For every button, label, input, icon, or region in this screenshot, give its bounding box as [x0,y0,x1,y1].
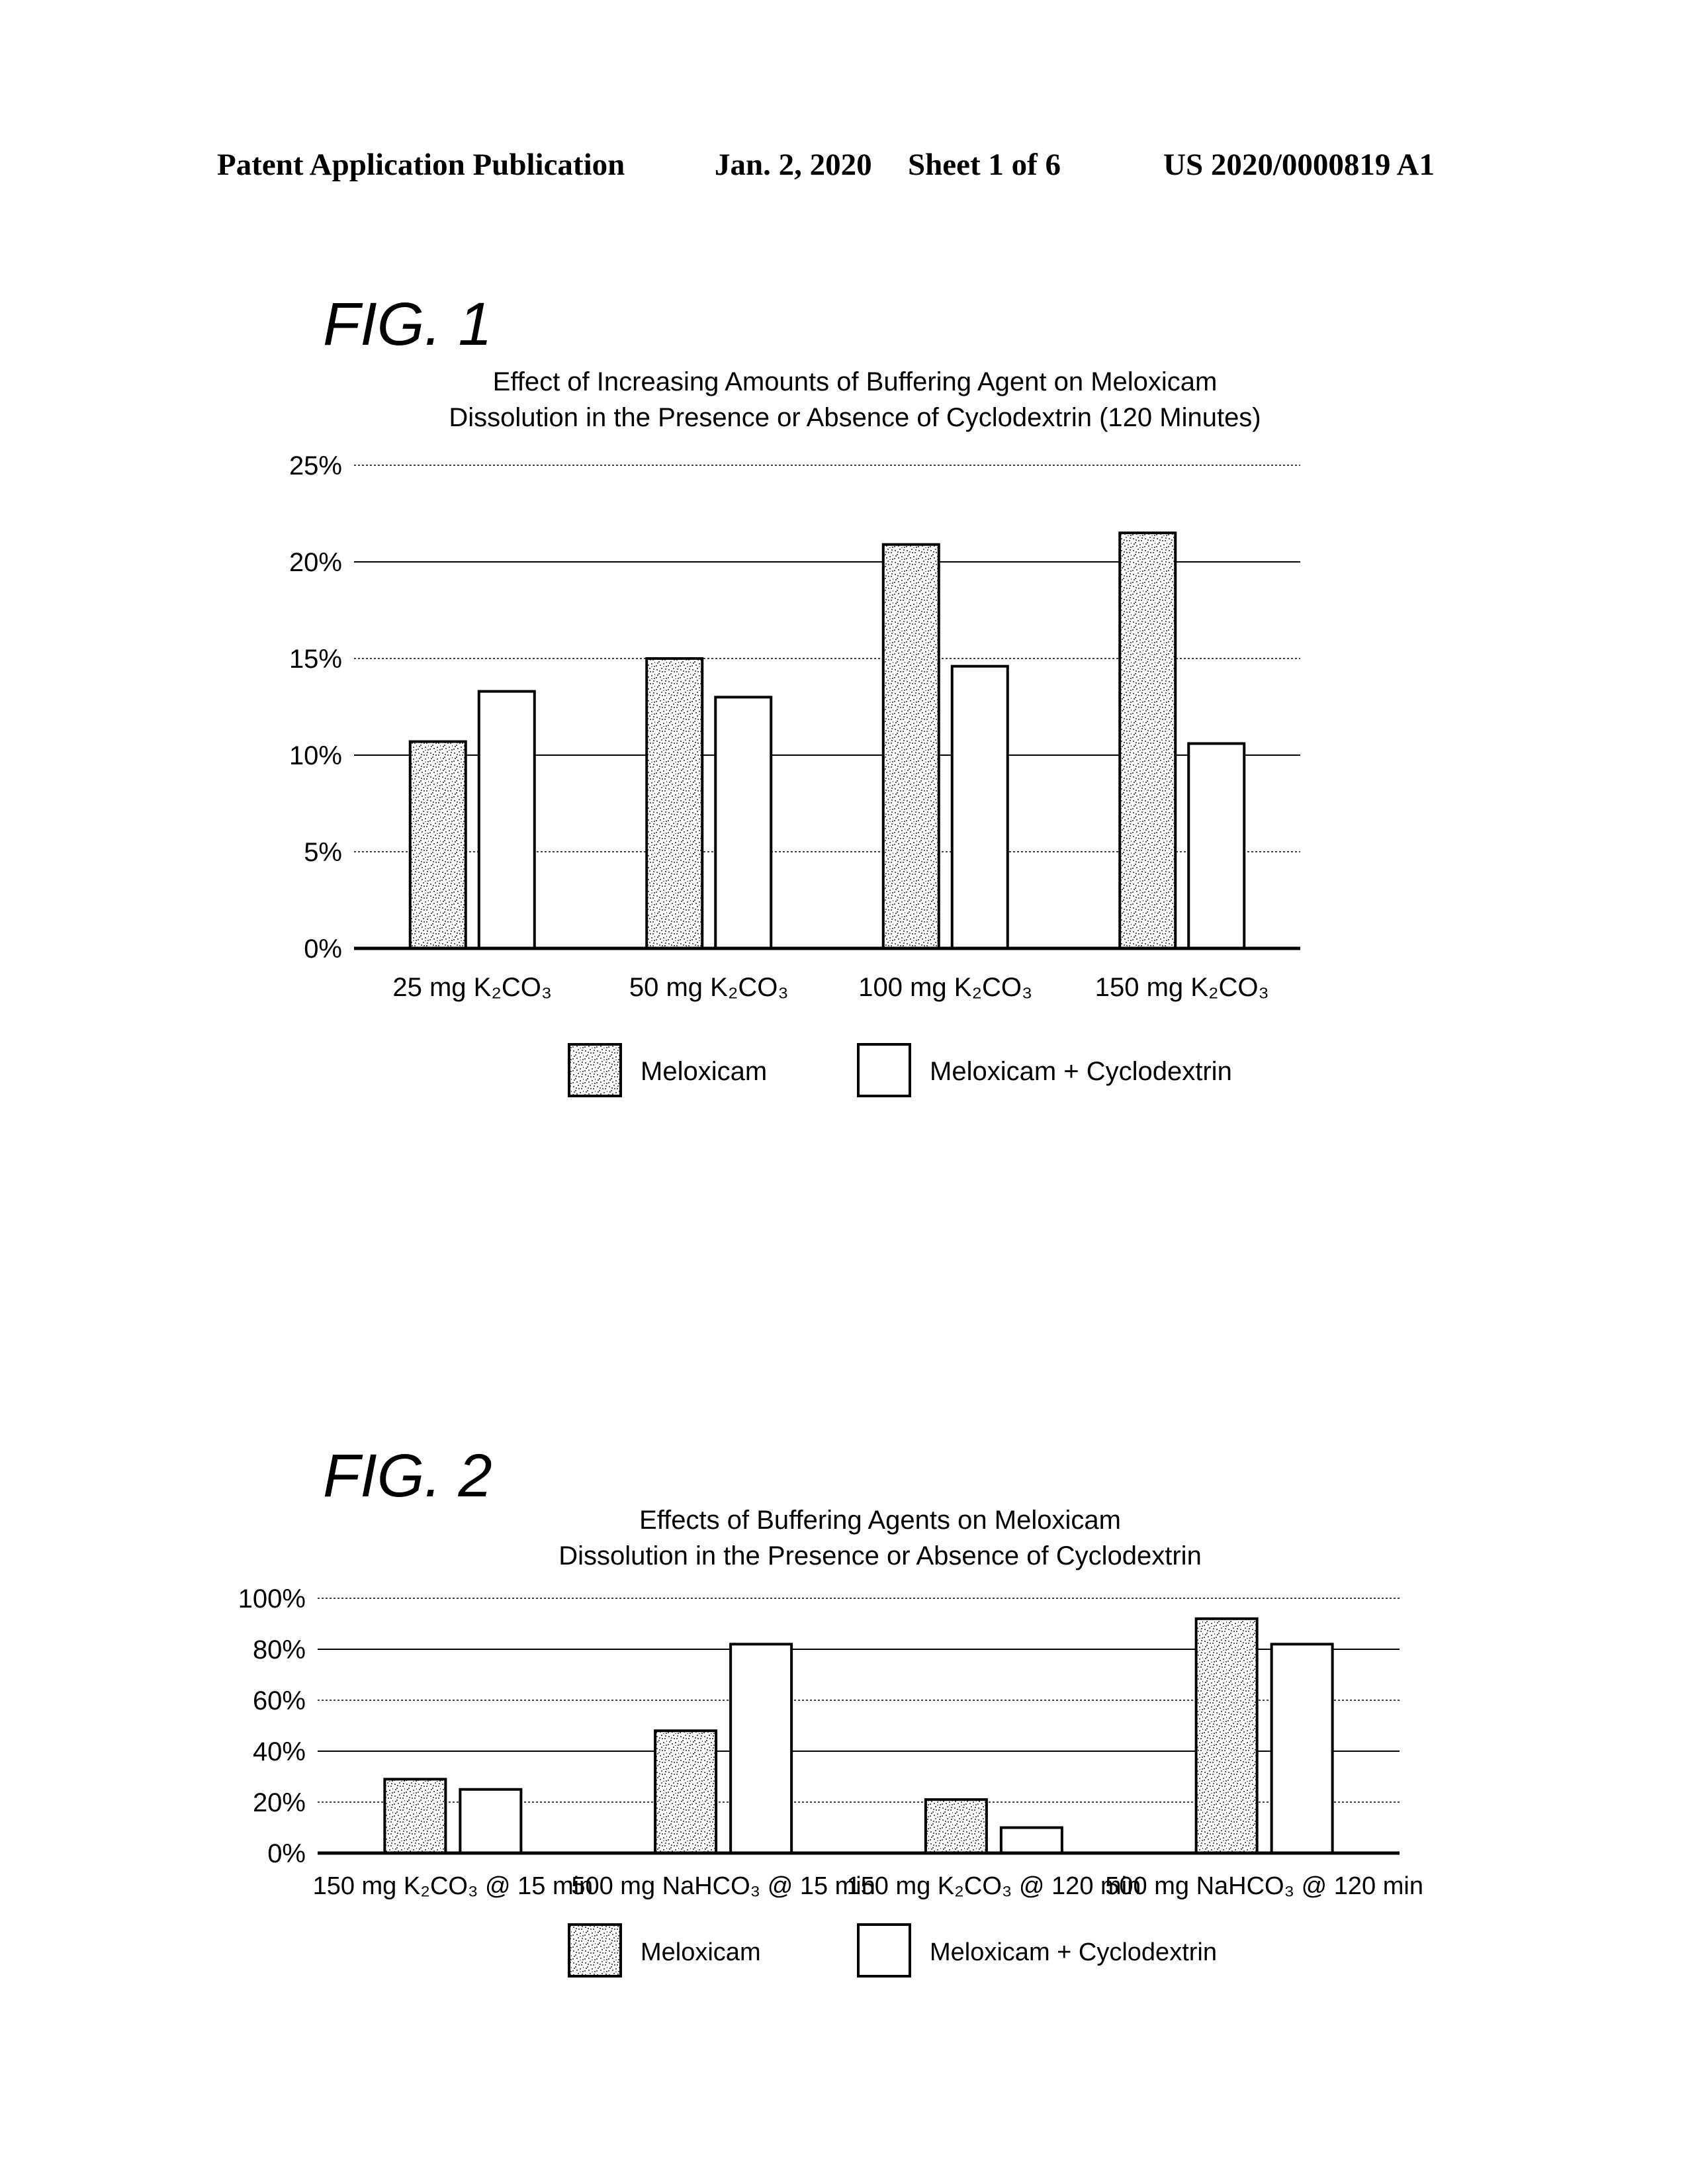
page-header: Patent Application Publication Jan. 2, 2… [0,147,1694,187]
figure-1-label: FIG. 1 [323,291,492,358]
chart-title: Effects of Buffering Agents on Meloxicam [639,1506,1121,1535]
x-category-label: 150 mg K₂CO₃ @ 120 min [846,1872,1141,1900]
patent-number: US 2020/0000819 A1 [1163,148,1435,182]
y-tick-label: 5% [304,838,342,867]
y-tick-label: 40% [253,1737,306,1766]
bar-meloxicam-cyclodextrin [714,696,773,950]
bar-meloxicam [881,543,940,950]
legend-swatch-meloxicam-cyclodextrin [857,1923,911,1978]
y-tick-label: 10% [289,741,342,770]
legend-label: Meloxicam + Cyclodextrin [930,1057,1232,1086]
y-tick-label: 0% [304,934,342,964]
chart-title: Effect of Increasing Amounts of Bufferin… [493,367,1218,396]
bar-meloxicam-cyclodextrin [477,690,536,950]
bar-meloxicam [1118,531,1177,950]
figure-2-chart: Effects of Buffering Agents on Meloxicam… [238,1506,1423,1978]
legend-swatch-meloxicam [568,1923,622,1978]
legend-swatch-meloxicam [568,1043,622,1097]
y-tick-label: 60% [253,1686,306,1715]
chart-subtitle: Dissolution in the Presence or Absence o… [449,403,1261,432]
bar-meloxicam [924,1798,988,1854]
bar-meloxicam [645,657,704,950]
y-tick-label: 80% [253,1635,306,1664]
y-tick-label: 25% [289,451,342,480]
chart-subtitle: Dissolution in the Presence or Absence o… [558,1541,1202,1570]
bar-meloxicam [408,740,467,950]
bar-meloxicam-cyclodextrin [1187,742,1246,950]
bar-meloxicam-cyclodextrin [729,1643,793,1855]
legend-label: Meloxicam [641,1938,761,1966]
bar-meloxicam-cyclodextrin [950,664,1009,950]
x-category-label: 100 mg K₂CO₃ [858,973,1032,1002]
x-category-label: 50 mg K₂CO₃ [629,973,789,1002]
bar-meloxicam-cyclodextrin [1270,1643,1334,1855]
publication-date: Jan. 2, 2020 [715,148,872,182]
x-category-label: 500 mg NaHCO₃ @ 15 min [571,1872,875,1900]
x-category-label: 500 mg NaHCO₃ @ 120 min [1105,1872,1423,1900]
bar-meloxicam-cyclodextrin [459,1788,523,1854]
bar-meloxicam [654,1729,718,1855]
x-category-label: 25 mg K₂CO₃ [392,973,552,1002]
y-tick-label: 15% [289,645,342,674]
publication-label: Patent Application Publication [217,148,625,182]
legend-label: Meloxicam [641,1057,767,1086]
figure-2-label: FIG. 2 [323,1442,492,1510]
y-tick-label: 20% [253,1788,306,1817]
y-tick-label: 0% [267,1839,306,1868]
bar-meloxicam [383,1778,447,1855]
sheet-number: Sheet 1 of 6 [908,148,1061,182]
x-category-label: 150 mg K₂CO₃ @ 15 min [313,1872,594,1900]
legend-label: Meloxicam + Cyclodextrin [930,1938,1217,1966]
y-tick-label: 100% [238,1584,306,1614]
figure-1-chart: Effect of Increasing Amounts of Bufferin… [289,367,1300,1097]
bar-meloxicam-cyclodextrin [999,1826,1063,1854]
x-category-label: 150 mg K₂CO₃ [1095,973,1269,1002]
legend-swatch-meloxicam-cyclodextrin [857,1043,911,1097]
y-tick-label: 20% [289,548,342,577]
bar-meloxicam [1194,1617,1259,1855]
